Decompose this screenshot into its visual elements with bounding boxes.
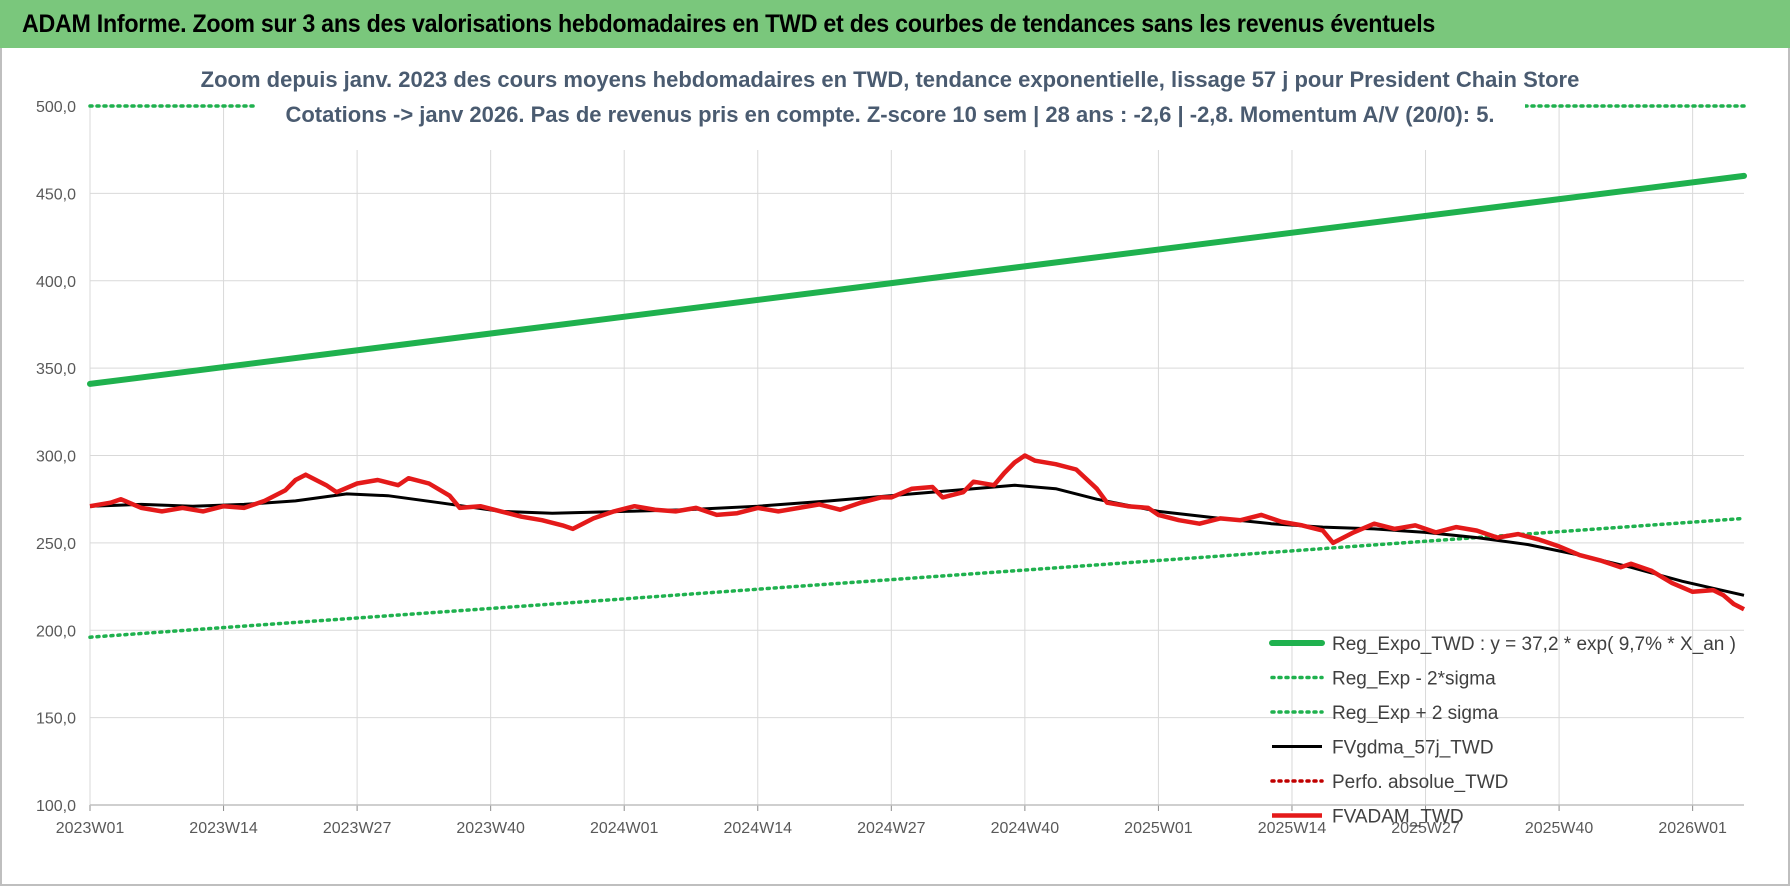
legend-label-fvadam-twd: FVADAM_TWD — [1332, 807, 1464, 828]
y-tick-label: 350,0 — [36, 361, 76, 378]
x-tick-label: 2025W14 — [1258, 820, 1327, 837]
x-tick-label: 2026W01 — [1658, 820, 1727, 837]
y-tick-label: 300,0 — [36, 449, 76, 466]
chart-title-block: Zoom depuis janv. 2023 des cours moyens … — [201, 60, 1580, 150]
series-group — [87, 104, 1747, 639]
y-tick-label: 500,0 — [36, 99, 76, 116]
y-tick-label: 250,0 — [36, 536, 76, 553]
title-background — [255, 60, 1525, 150]
x-axis: 2023W01 2023W14 2023W27 2023W40 2024W01 2024W… — [56, 804, 1744, 837]
y-tick-label: 100,0 — [36, 798, 76, 815]
series-line-fvgdma-57j-twd — [89, 483, 1745, 597]
x-tick-label: 2025W27 — [1391, 820, 1460, 837]
legend-label-reg-exp-2-sigma: Reg_Exp + 2 sigma — [1332, 703, 1499, 724]
y-tick-label: 400,0 — [36, 274, 76, 291]
y-tick-label: 450,0 — [36, 186, 76, 203]
report-title: ADAM Informe. Zoom sur 3 ans des valoris… — [22, 9, 1436, 38]
y-tick-label: 150,0 — [36, 711, 76, 728]
x-tick-label: 2024W27 — [857, 820, 926, 837]
x-tick-label: 2023W40 — [456, 820, 525, 837]
line-chart: 100,0 150,0 200,0 250,0 300,0 350,0 400,0 450,0… — [36, 60, 1747, 837]
y-tick-label: 200,0 — [36, 623, 76, 640]
series-line-reg-expo-twd-y-37-2-exp-9-7-x-an — [87, 172, 1747, 387]
y-axis: 100,0 150,0 200,0 250,0 300,0 350,0 400,0 450,0… — [36, 99, 76, 815]
x-tick-label: 2025W01 — [1124, 820, 1193, 837]
legend-label-reg-exp-2-sigma: Reg_Exp - 2*sigma — [1332, 669, 1496, 690]
x-tick-label: 2023W14 — [189, 820, 258, 837]
legend-label-perfo-absolue-twd: Perfo. absolue_TWD — [1332, 772, 1508, 793]
x-tick-label: 2023W27 — [323, 820, 392, 837]
x-tick-label: 2023W01 — [56, 820, 125, 837]
report-header: ADAM Informe. Zoom sur 3 ans des valoris… — [0, 0, 1790, 48]
chart-title: Zoom depuis janv. 2023 des cours moyens … — [201, 67, 1580, 92]
series-line-fvadam-twd — [89, 453, 1746, 612]
x-tick-label: 2024W14 — [724, 820, 793, 837]
x-tick-label: 2024W01 — [590, 820, 659, 837]
grid — [89, 105, 1744, 806]
chart-subtitle: Cotations -> janv 2026. Pas de revenus p… — [285, 102, 1494, 127]
legend-label-reg-expo-twd-y-37-2-exp-9-7-x-an: Reg_Expo_TWD : y = 37,2 * exp( 9,7% * X_… — [1332, 634, 1736, 655]
x-tick-label: 2025W40 — [1525, 820, 1594, 837]
x-tick-label: 2024W40 — [991, 820, 1060, 837]
legend: Reg_Expo_TWD : y = 37,2 * exp( 9,7% * X_… — [1269, 634, 1736, 828]
legend-label-fvgdma-57j-twd: FVgdma_57j_TWD — [1332, 738, 1494, 759]
